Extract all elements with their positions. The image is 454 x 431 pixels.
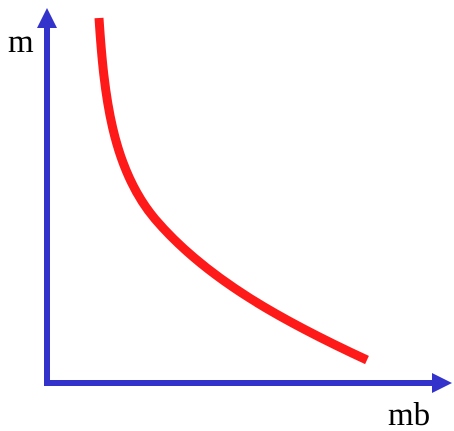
x-axis-arrowhead [432,373,452,393]
y-axis-label: m [8,24,34,60]
x-axis-label: mb [388,397,430,431]
curve [94,17,369,365]
y-axis-arrowhead [37,8,57,28]
